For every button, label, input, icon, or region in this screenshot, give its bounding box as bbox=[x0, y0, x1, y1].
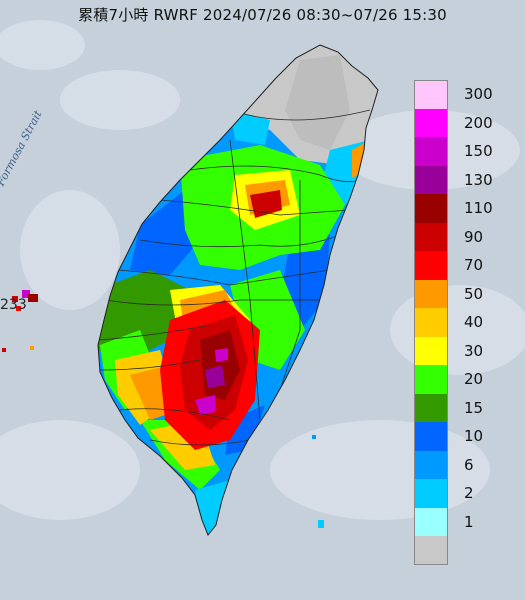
legend-label: 110 bbox=[464, 199, 493, 217]
legend-label: 130 bbox=[464, 170, 493, 189]
legend-label: 1 bbox=[464, 512, 474, 531]
legend-label: 30 bbox=[464, 341, 484, 360]
legend-swatch bbox=[414, 80, 448, 109]
legend-label: 90 bbox=[464, 227, 484, 246]
legend-label: 6 bbox=[464, 455, 474, 474]
legend-swatch bbox=[414, 308, 448, 337]
legend-label: 2 bbox=[464, 484, 474, 502]
islet-rain bbox=[2, 290, 324, 528]
legend-swatch bbox=[414, 251, 448, 280]
legend-swatch bbox=[414, 194, 448, 223]
legend-label: 20 bbox=[464, 370, 484, 388]
legend-swatch bbox=[414, 336, 448, 365]
legend-swatch bbox=[414, 165, 448, 194]
legend-swatch bbox=[414, 108, 448, 137]
legend-label: 40 bbox=[464, 313, 484, 331]
legend-label: 300 bbox=[464, 85, 493, 103]
legend-swatch bbox=[414, 479, 448, 508]
legend-label: 10 bbox=[464, 427, 484, 445]
legend-label: 15 bbox=[464, 398, 484, 417]
legend-label: 200 bbox=[464, 113, 493, 132]
legend-swatch bbox=[414, 422, 448, 451]
islet-rain-value: 233 bbox=[0, 297, 27, 313]
rainfall-legend bbox=[414, 80, 448, 565]
legend-swatch bbox=[414, 450, 448, 479]
legend-swatch bbox=[414, 536, 448, 565]
legend-swatch bbox=[414, 507, 448, 536]
map-title: 累積7小時 RWRF 2024/07/26 08:30~07/26 15:30 bbox=[78, 6, 447, 24]
legend-swatch bbox=[414, 365, 448, 394]
legend-swatch bbox=[414, 137, 448, 166]
legend-label: 150 bbox=[464, 142, 493, 160]
legend-label: 50 bbox=[464, 284, 484, 303]
legend-swatch bbox=[414, 222, 448, 251]
taiwan-island bbox=[97, 44, 379, 536]
legend-label: 70 bbox=[464, 256, 484, 274]
legend-swatch bbox=[414, 393, 448, 422]
legend-swatch bbox=[414, 279, 448, 308]
